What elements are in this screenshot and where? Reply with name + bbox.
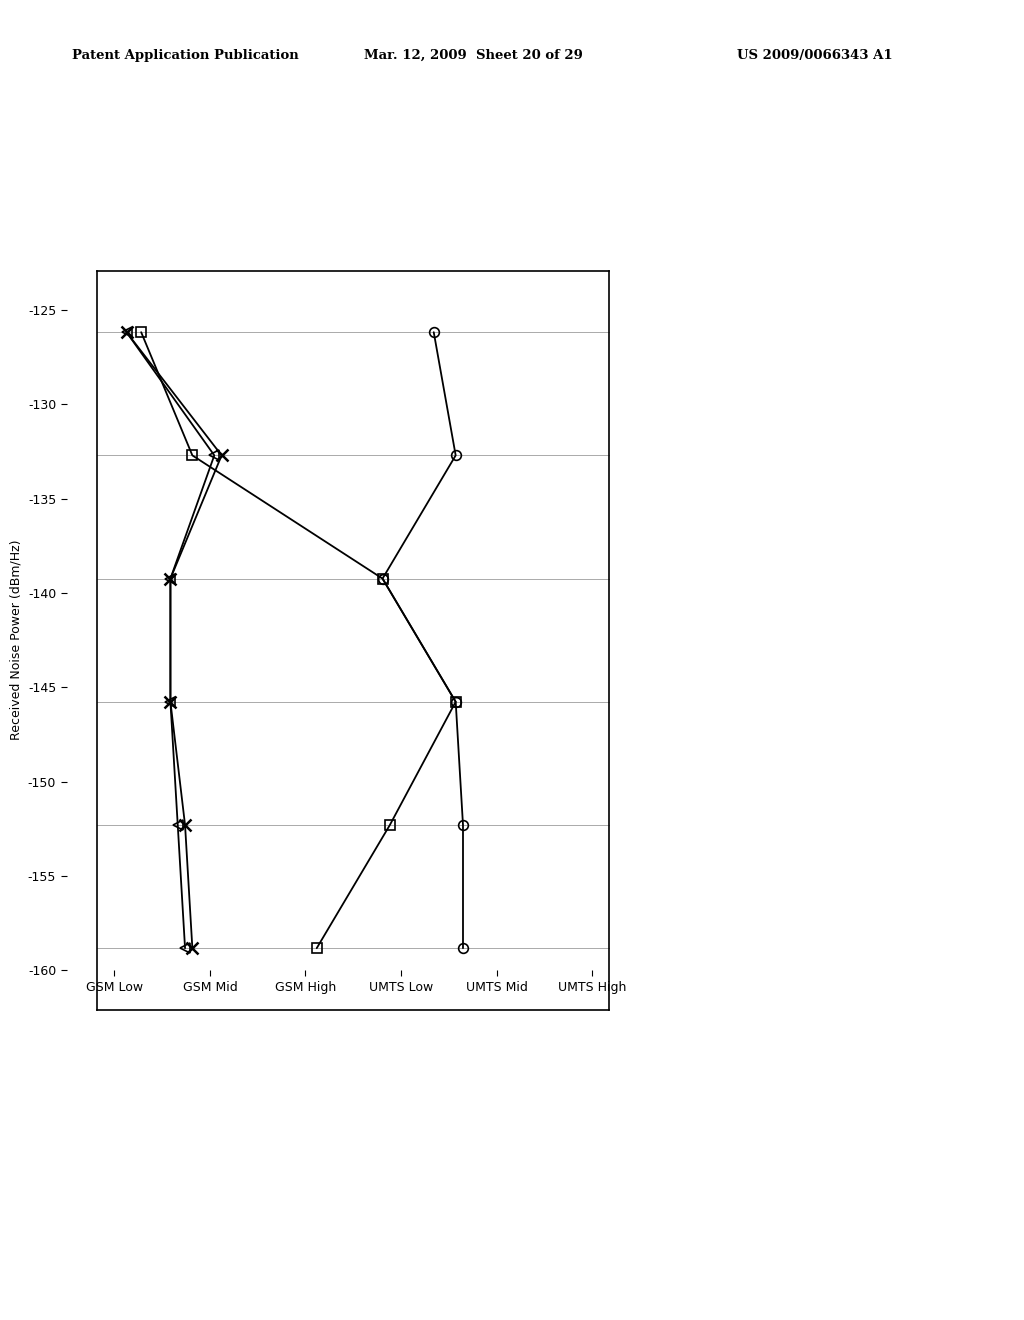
ChildB850 [109, 585, 121, 601]
Line: ChildB850Pk: ChildB850Pk [121, 326, 227, 954]
ParentB1850 [490, 764, 503, 780]
ParentB1850 [395, 671, 408, 686]
ChildB850 [204, 680, 216, 696]
ParentB850Pk [490, 453, 503, 469]
ChildB850Pk [299, 396, 311, 412]
ParentB850Pk [395, 396, 408, 412]
Line: ParentB850Pk: ParentB850Pk [122, 327, 219, 953]
ParentB850Pk [204, 407, 216, 422]
ChildB850Pk [204, 416, 216, 432]
ParentB850Pk [299, 396, 311, 412]
Line: ChildB850: ChildB850 [136, 327, 461, 953]
Y-axis label: Received Noise Power (dBm/Hz): Received Noise Power (dBm/Hz) [9, 540, 23, 741]
Text: US 2009/0066343 A1: US 2009/0066343 A1 [737, 49, 893, 62]
ChildB850Pk [490, 462, 503, 478]
ChildB850 [586, 359, 598, 375]
ParentB1850 [299, 764, 311, 780]
ChildB850 [395, 671, 408, 686]
ChildB850Pk [109, 425, 121, 441]
ChildB850Pk [395, 396, 408, 412]
ParentB1850 [204, 774, 216, 789]
ChildB850 [299, 764, 311, 780]
ParentB850Pk [109, 416, 121, 432]
ParentB850Pk [586, 341, 598, 356]
ChildB850 [490, 425, 503, 441]
Line: ParentB1850: ParentB1850 [378, 327, 468, 953]
Text: Mar. 12, 2009  Sheet 20 of 29: Mar. 12, 2009 Sheet 20 of 29 [364, 49, 583, 62]
ChildB850Pk [586, 341, 598, 356]
Text: Patent Application Publication: Patent Application Publication [72, 49, 298, 62]
ParentB1850 [109, 774, 121, 789]
ParentB1850 [586, 737, 598, 752]
